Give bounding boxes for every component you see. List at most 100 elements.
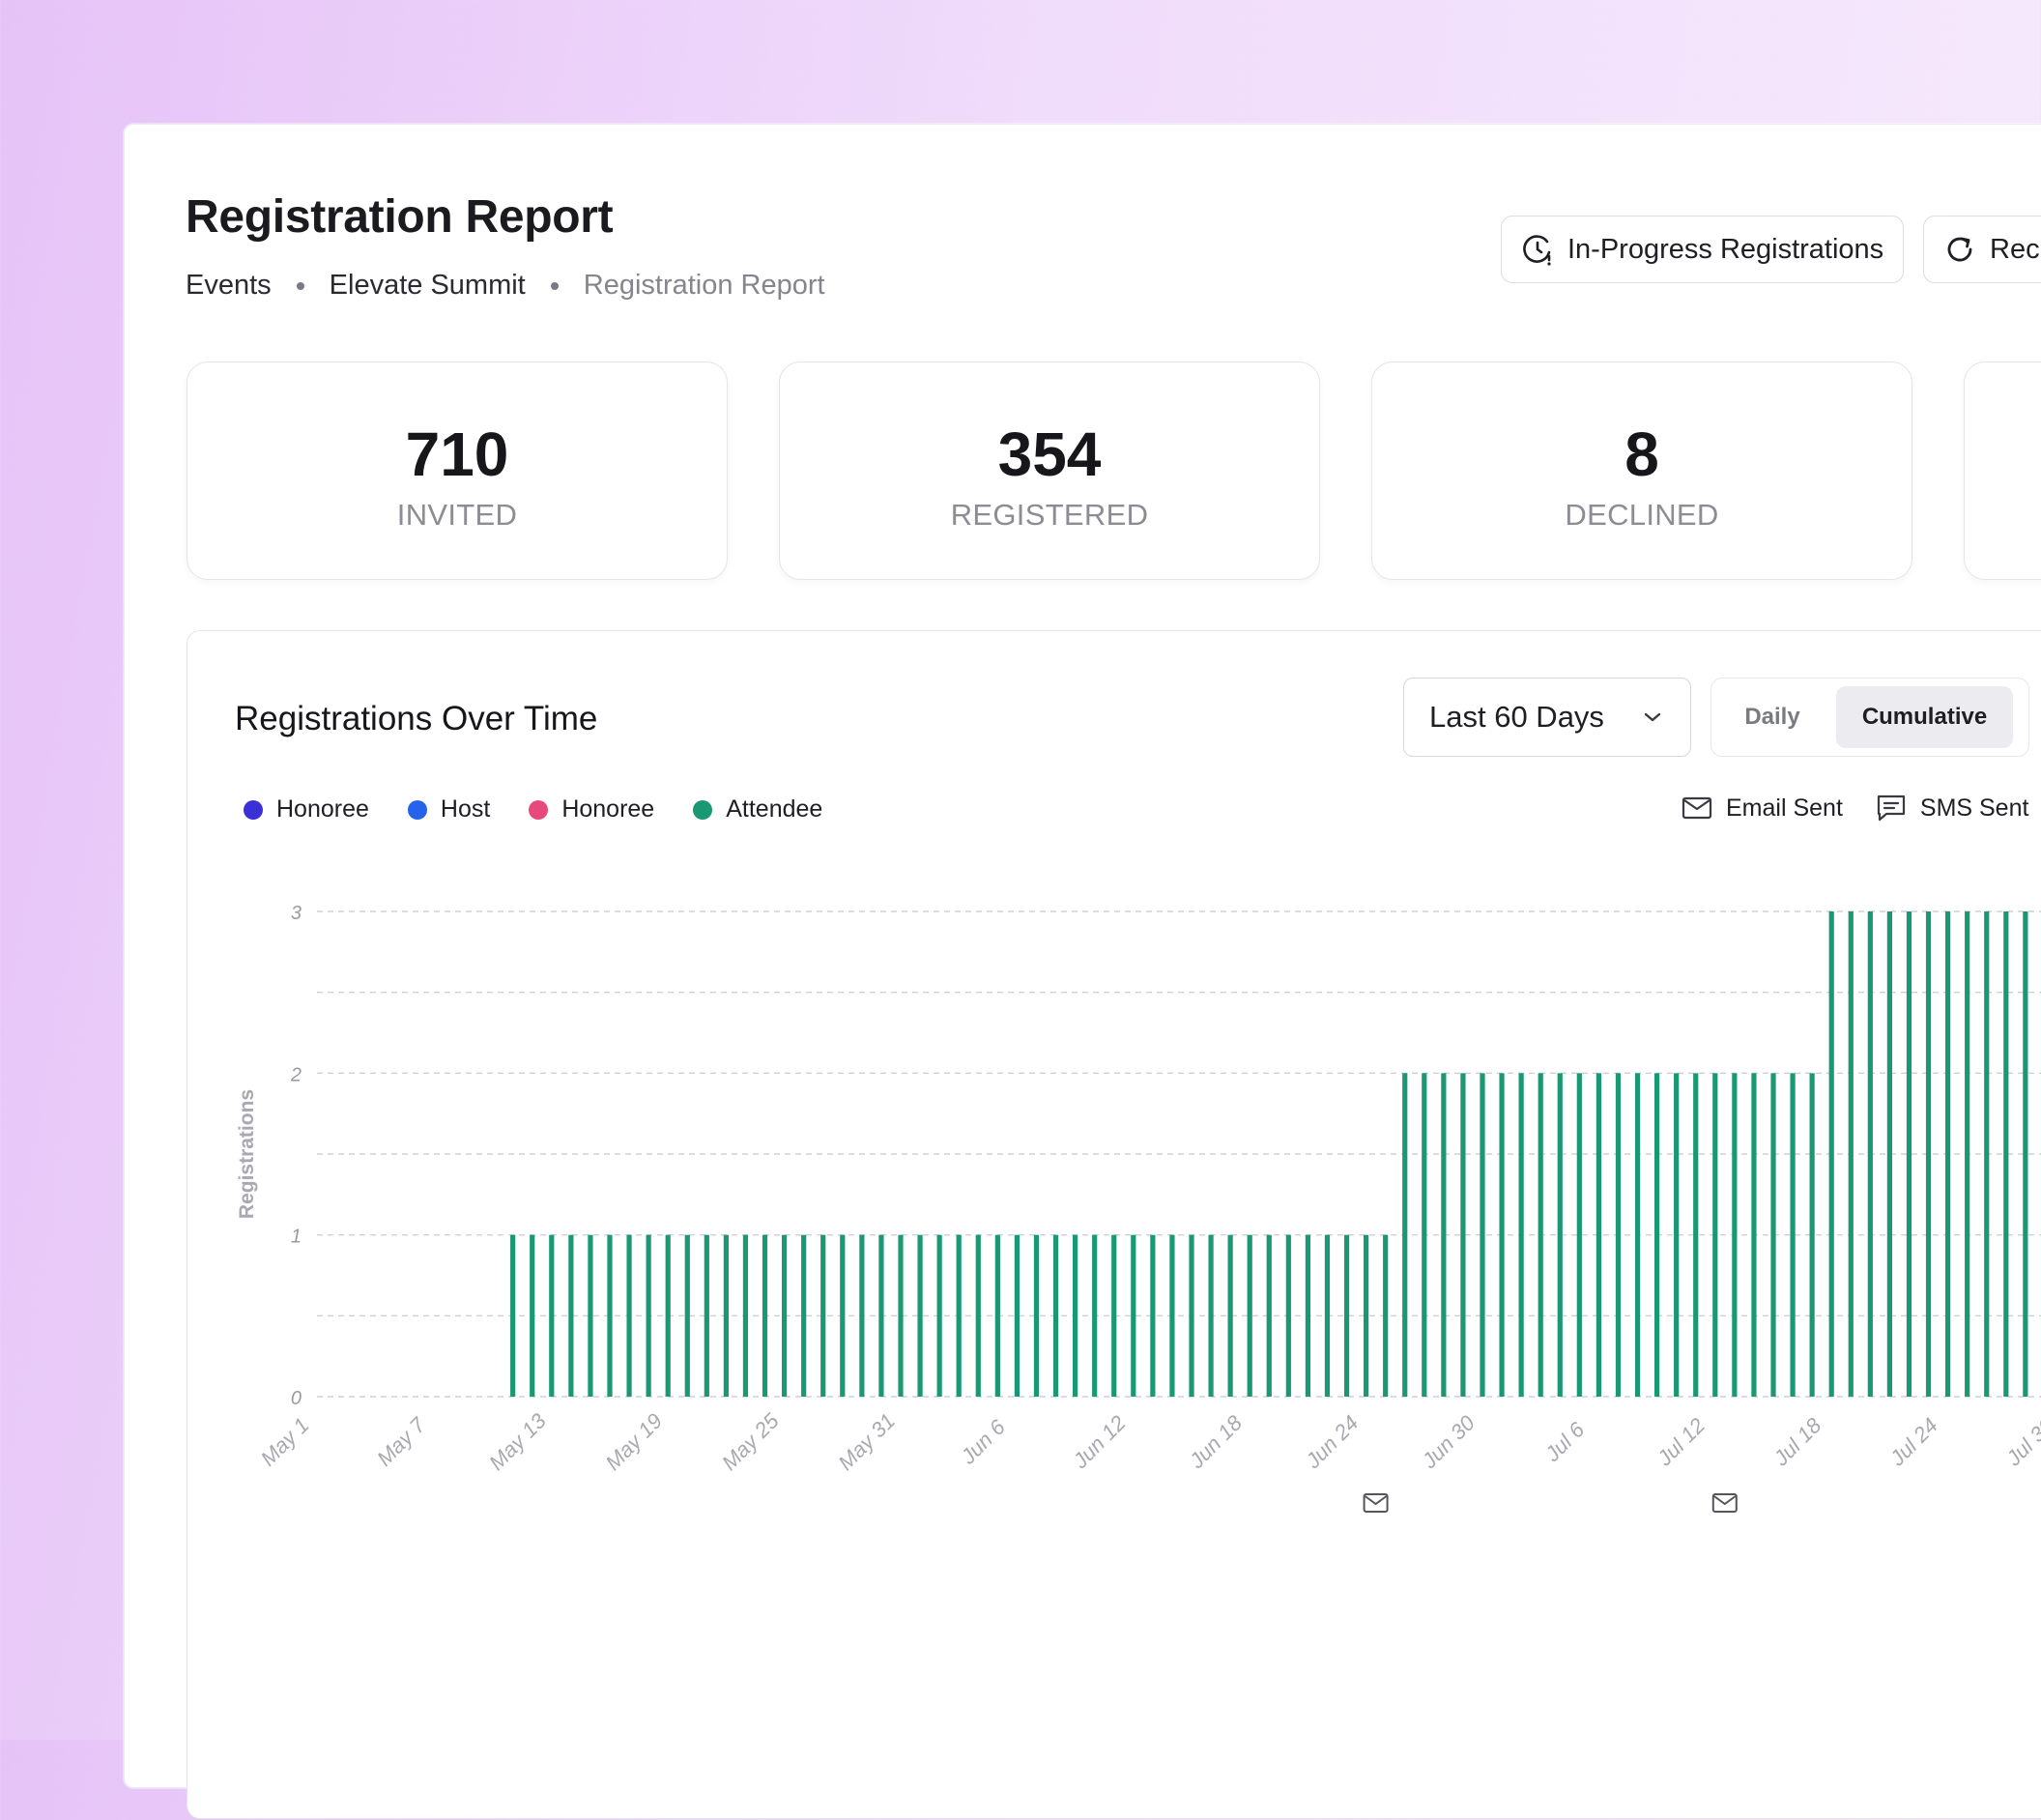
chart-bar: [1324, 1234, 1331, 1397]
y-axis-label: Registrations: [236, 1089, 258, 1219]
chart-bar: [1092, 1234, 1098, 1397]
chart-bar: [1422, 1073, 1427, 1397]
x-tick-label: May 31: [833, 1408, 900, 1475]
report-panel: Registration Report Events Elevate Summi…: [124, 124, 2041, 1819]
stat-value: 8: [1624, 419, 1659, 489]
clock-alert-icon: [1523, 235, 1551, 266]
chart-bar: [936, 1234, 942, 1397]
chart-bar: [1285, 1234, 1291, 1397]
refresh-button-label: Rec: [1990, 233, 2040, 265]
chart-bar: [530, 1234, 535, 1397]
chart-bar: [1965, 911, 1970, 1397]
stat-value: 710: [405, 419, 509, 489]
sms-sent-legend[interactable]: SMS Sent: [1876, 794, 2029, 823]
chart-bar: [917, 1234, 923, 1397]
chart-bar: [2003, 911, 2009, 1397]
chart-bar: [1848, 911, 1854, 1397]
chart-bar: [878, 1234, 884, 1397]
chart-bar: [1712, 1073, 1718, 1397]
chart-bar: [1169, 1234, 1175, 1397]
x-tick-label: May 25: [717, 1408, 784, 1475]
legend-item-honoree-2[interactable]: Honoree: [529, 795, 654, 823]
chart-bar: [1693, 1073, 1699, 1397]
breadcrumb-separator: [296, 281, 304, 290]
chart-bar: [859, 1234, 865, 1397]
chart-bar: [1441, 1073, 1447, 1397]
legend-swatch: [244, 799, 263, 820]
chevron-down-icon: [1644, 712, 1661, 722]
y-tick-label: 3: [291, 903, 302, 924]
chart-bar: [588, 1234, 593, 1397]
chart-bar: [820, 1234, 826, 1397]
chart-legend: Honoree Host Honoree Attendee: [244, 795, 861, 823]
chart-bar: [1654, 1073, 1660, 1397]
chart-title: Registrations Over Time: [235, 700, 598, 737]
email-sent-marker-icon[interactable]: [1363, 1493, 1389, 1513]
chart-bar: [1480, 1073, 1485, 1397]
legend-label: Host: [440, 795, 491, 823]
chart-bar: [1790, 1073, 1796, 1397]
email-sent-marker-icon[interactable]: [1711, 1493, 1738, 1513]
chart-bar: [762, 1234, 768, 1397]
chart-bar: [1906, 911, 1912, 1397]
chart-bar: [1770, 1073, 1776, 1397]
chart-bar: [1208, 1234, 1214, 1397]
legend-label: Honoree: [561, 795, 655, 823]
daily-option[interactable]: Daily: [1744, 704, 1800, 730]
chart-bar: [1131, 1234, 1136, 1397]
chart-bar: [1364, 1234, 1369, 1397]
chart-bar: [2023, 911, 2028, 1397]
breadcrumb-events[interactable]: Events: [186, 270, 272, 301]
x-tick-label: May 1: [256, 1413, 314, 1471]
in-progress-registrations-label: In-Progress Registrations: [1567, 233, 1884, 265]
stat-card-invited: 710 INVITED: [187, 361, 728, 580]
stat-card-partial: [1964, 361, 2041, 580]
chart-bar: [723, 1234, 729, 1397]
breadcrumb-event[interactable]: Elevate Summit: [329, 270, 526, 301]
legend-item-host[interactable]: Host: [407, 795, 491, 823]
cumulative-option[interactable]: Cumulative: [1836, 686, 2013, 748]
chart-bar: [607, 1234, 613, 1397]
chart-bar: [975, 1234, 981, 1397]
chart-bar: [568, 1234, 574, 1397]
sms-sent-label: SMS Sent: [1919, 794, 2029, 822]
breadcrumb-separator: [550, 281, 559, 290]
x-tick-label: Jun 18: [1184, 1410, 1248, 1474]
stat-value: 354: [997, 419, 1102, 489]
legend-swatch: [529, 799, 549, 820]
y-tick-label: 1: [291, 1227, 302, 1248]
stat-label: REGISTERED: [950, 498, 1149, 532]
chart-bar: [1595, 1073, 1601, 1397]
chart-bar: [549, 1234, 555, 1397]
chart-bar: [1150, 1234, 1156, 1397]
chart-bar: [510, 1234, 516, 1397]
date-range-select[interactable]: Last 60 Days: [1403, 678, 1691, 757]
chart-bar: [1460, 1073, 1466, 1397]
legend-item-honoree[interactable]: Honoree: [244, 795, 369, 823]
chart-bar: [704, 1234, 709, 1397]
chart-bar: [665, 1234, 671, 1397]
chart-bar: [1266, 1234, 1272, 1397]
x-tick-label: Jun 6: [956, 1414, 1011, 1469]
refresh-button[interactable]: Rec: [1923, 216, 2041, 283]
chart-bar: [1033, 1234, 1040, 1397]
x-tick-label: Jun 30: [1417, 1410, 1480, 1474]
chart-bar: [840, 1234, 846, 1397]
stat-card-declined: 8 DECLINED: [1371, 361, 1912, 580]
in-progress-registrations-button[interactable]: In-Progress Registrations: [1501, 216, 1905, 283]
chart-bar: [1886, 911, 1892, 1397]
stat-label: INVITED: [396, 498, 518, 532]
x-tick-label: Jul 6: [1539, 1417, 1590, 1467]
chart-bar: [1984, 911, 1990, 1397]
stat-card-registered: 354 REGISTERED: [779, 361, 1320, 580]
page-title: Registration Report: [186, 191, 614, 243]
x-tick-label: May 7: [372, 1412, 431, 1471]
chart-bar: [1499, 1073, 1505, 1397]
email-sent-legend[interactable]: Email Sent: [1682, 794, 1843, 823]
x-tick-label: Jul 30: [2000, 1413, 2041, 1471]
chart-bar: [1751, 1073, 1757, 1397]
chart-bar: [1383, 1234, 1389, 1397]
legend-item-attendee[interactable]: Attendee: [693, 795, 822, 823]
chart-bar: [1634, 1073, 1641, 1397]
chart-bar: [1615, 1073, 1622, 1397]
